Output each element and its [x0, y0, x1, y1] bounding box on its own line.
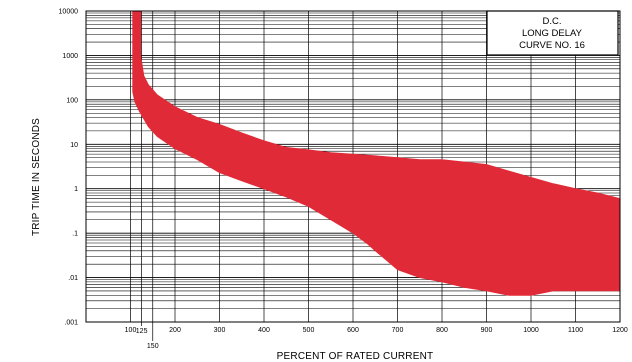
legend-line-1: D.C.	[543, 16, 562, 27]
y-tick-label: .001	[64, 320, 78, 327]
x-tick-label: 300	[214, 327, 226, 334]
plot-frame	[85, 10, 621, 323]
x-tick-label: 700	[392, 327, 404, 334]
x-tick-label: 500	[303, 327, 315, 334]
legend-box: D.C. LONG DELAY CURVE NO. 16	[486, 10, 619, 56]
y-tick-label: 10000	[59, 9, 79, 16]
y-tick-label: 1000	[62, 53, 78, 60]
x-tick-label: 1200	[612, 327, 628, 334]
tick-labels: .001 .01 .1 1 10 100 1000 10000 100 200 300 400 500 6…	[59, 9, 628, 351]
trip-band	[132, 10, 621, 296]
legend-line-2: LONG DELAY	[522, 28, 583, 39]
x-extra-tick-label: 150	[147, 343, 159, 350]
x-tick-label: 100	[125, 327, 137, 334]
x-tick-label: 200	[169, 327, 181, 334]
y-tick-label: 1	[74, 186, 78, 193]
y-tick-label: .01	[68, 275, 78, 282]
x-tick-label: 400	[258, 327, 270, 334]
x-tick-label: 800	[436, 327, 448, 334]
x-tick-label: 600	[347, 327, 359, 334]
x-extra-tick-label: 125	[136, 328, 148, 335]
x-tick-label: 1000	[523, 327, 539, 334]
y-axis-title: TRIP TIME IN SECONDS	[31, 118, 42, 236]
x-axis-title: PERCENT OF RATED CURRENT	[277, 351, 434, 362]
legend-line-3: CURVE NO. 16	[519, 40, 585, 51]
trip-band-area	[132, 10, 621, 296]
y-tick-label: 10	[70, 142, 78, 149]
x-tick-label: 900	[481, 327, 493, 334]
y-tick-label: .1	[72, 231, 78, 238]
x-tick-label: 1100	[568, 327, 583, 334]
y-tick-label: 100	[66, 97, 78, 104]
